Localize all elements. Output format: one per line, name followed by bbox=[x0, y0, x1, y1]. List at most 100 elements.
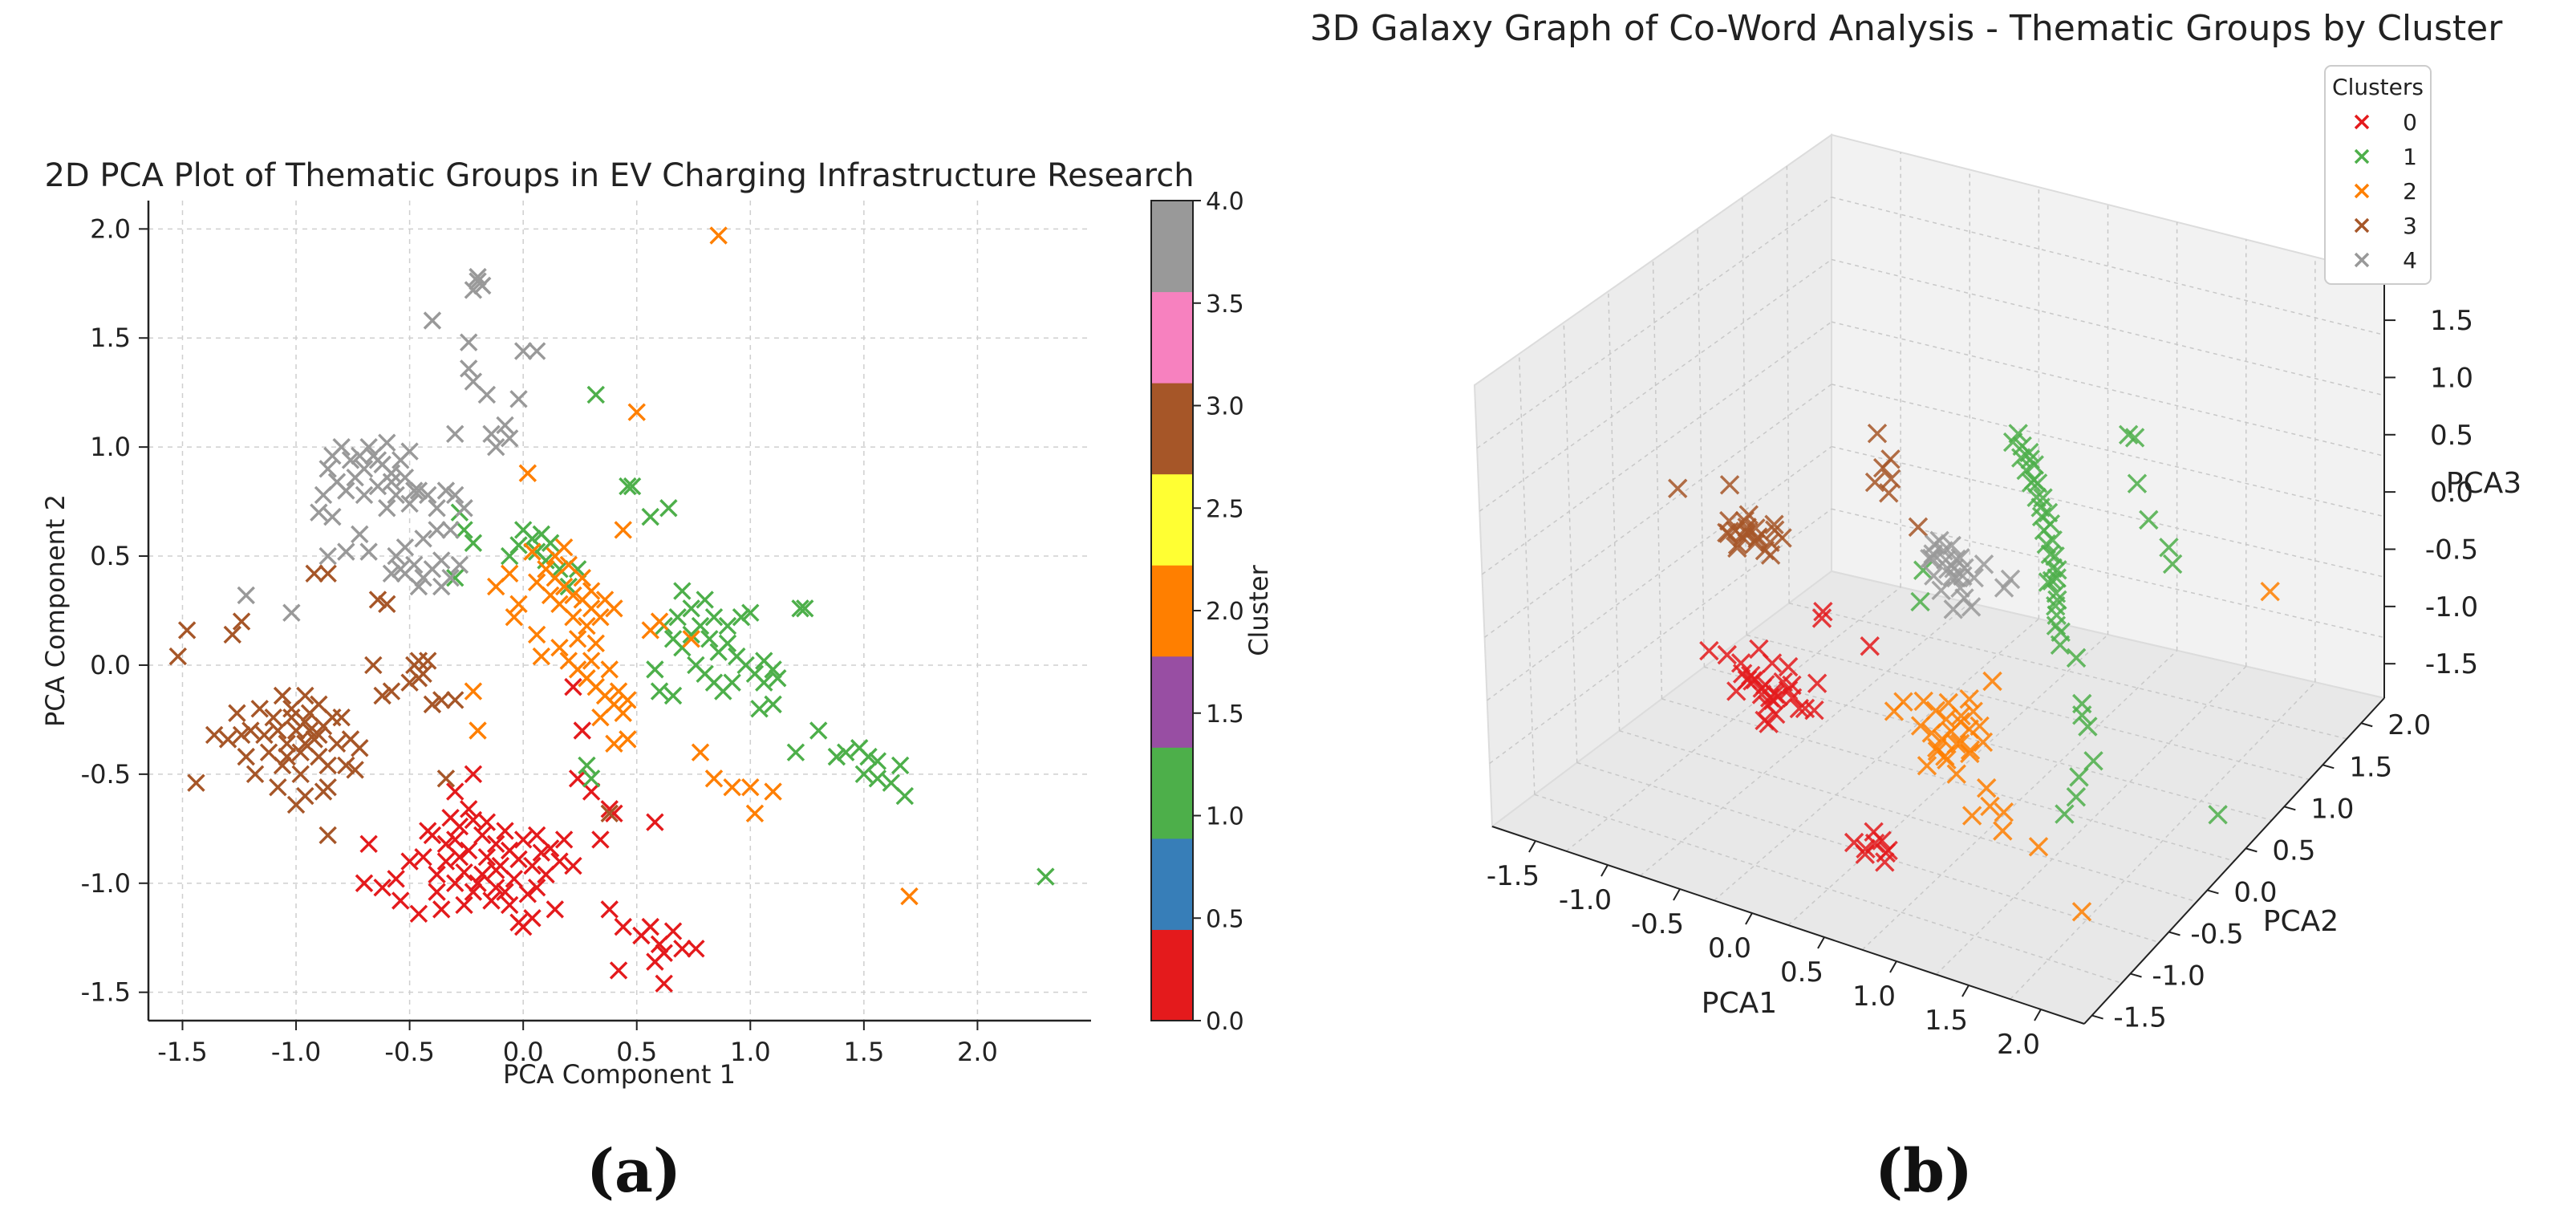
panel-a-point-stroke-b bbox=[559, 555, 578, 575]
panel-b-point-stroke-b bbox=[1961, 597, 1982, 617]
panel-a-point bbox=[641, 507, 659, 526]
panel-b-legend-entry-4: 4 bbox=[2354, 247, 2417, 274]
panel-a-point bbox=[318, 460, 337, 478]
panel-a-point-stroke-b bbox=[300, 721, 319, 740]
panel-b-point-stroke-b bbox=[2066, 648, 2087, 668]
panel-a-point bbox=[273, 686, 292, 705]
panel-a-point-stroke-b bbox=[436, 481, 456, 500]
panel-a-point bbox=[769, 669, 787, 688]
panel-b-point-stroke-b bbox=[2069, 767, 2089, 787]
panel-a-point bbox=[496, 883, 514, 901]
panel-b-point-stroke-b bbox=[1778, 656, 1799, 677]
panel-a-point bbox=[513, 830, 533, 849]
panel-a-point bbox=[423, 311, 442, 330]
panel-b-point-stroke-b bbox=[2083, 751, 2103, 771]
panel-b-point-stroke-b bbox=[1726, 681, 1746, 701]
panel-a-point-stroke-b bbox=[460, 359, 478, 378]
panel-a-point bbox=[486, 577, 505, 596]
panel-b-point-stroke-b bbox=[1982, 671, 2002, 692]
panel-a-colorbar-tick-label: 2.0 bbox=[1206, 598, 1244, 626]
panel-a-point bbox=[573, 569, 591, 587]
panel-a-point-stroke-b bbox=[1036, 867, 1055, 886]
panel-a-point-stroke-b bbox=[332, 708, 351, 727]
panel-a-point bbox=[582, 782, 601, 801]
panel-a-point bbox=[187, 773, 205, 792]
panel-b-point-stroke-b bbox=[1960, 740, 1981, 760]
panel-b-point-stroke-b bbox=[1932, 729, 1953, 749]
panel-a-point bbox=[291, 765, 310, 784]
panel-a-point bbox=[368, 477, 387, 496]
panel-a-point bbox=[228, 704, 246, 722]
panel-b-point-stroke-b bbox=[1963, 701, 1983, 721]
panel-a-point-stroke-b bbox=[568, 630, 587, 648]
panel-a-point bbox=[455, 499, 473, 518]
panel-b-grid bbox=[1476, 152, 2385, 1000]
panel-a-point bbox=[682, 599, 700, 618]
panel-b-point-stroke-b bbox=[1879, 483, 1899, 503]
panel-b-legend-items: 0 1 2 3 4 bbox=[2354, 109, 2417, 274]
panel-a-point bbox=[764, 660, 782, 679]
panel-a-point-stroke-b bbox=[718, 616, 737, 635]
panel-a-point-stroke-b bbox=[704, 769, 724, 788]
panel-a-point-stroke-b bbox=[432, 900, 451, 919]
panel-a-point bbox=[523, 542, 542, 561]
panel-a-x-tick-label: 0.5 bbox=[616, 1037, 657, 1067]
panel-a-point-stroke-b bbox=[718, 634, 737, 652]
panel-a-point bbox=[419, 485, 437, 505]
panel-a-point-stroke-b bbox=[378, 595, 396, 614]
panel-a-point-stroke-b bbox=[446, 874, 464, 892]
panel-b-point bbox=[1778, 656, 1799, 677]
panel-a-point-stroke-b bbox=[400, 442, 419, 461]
panel-a-point bbox=[564, 607, 582, 627]
panel-a-point-stroke-b bbox=[554, 577, 574, 596]
panel-a-point-stroke-b bbox=[568, 660, 587, 679]
panel-a-point-stroke-b bbox=[728, 647, 746, 666]
panel-b-point-stroke-b bbox=[1699, 640, 1719, 661]
panel-b-point bbox=[1875, 852, 1895, 872]
panel-a-point-stroke-b bbox=[237, 586, 255, 605]
panel-b-side-gridline-y bbox=[1697, 228, 1706, 668]
panel-b-point-stroke-b bbox=[1717, 644, 1738, 665]
panel-b-legend-entry-1: 1 bbox=[2354, 144, 2417, 170]
panel-a-point-stroke-b bbox=[446, 830, 464, 849]
panel-a-point bbox=[718, 616, 737, 635]
panel-b-point bbox=[1961, 597, 1982, 617]
panel-a-point-stroke-b bbox=[482, 891, 501, 910]
panel-a-y-ticks: -1.5 -1.0 -0.5 0.0 0.5 1.0 1.5 2.0 bbox=[81, 213, 148, 1008]
panel-a-grid bbox=[148, 201, 1091, 1021]
panel-a-point-stroke-b bbox=[591, 830, 610, 849]
panel-a-point-stroke-b bbox=[414, 530, 432, 548]
panel-a-point bbox=[168, 647, 188, 666]
panel-b-legend-label: 4 bbox=[2403, 247, 2417, 274]
panel-b-point-stroke-b bbox=[1917, 756, 1937, 776]
panel-a-point bbox=[523, 909, 542, 928]
panel-a-point-stroke-b bbox=[854, 765, 874, 784]
panel-a-point-stroke-b bbox=[764, 660, 782, 679]
panel-a-point bbox=[446, 874, 464, 892]
panel-b-point bbox=[1759, 713, 1779, 733]
panel-a-point-stroke-b bbox=[368, 477, 387, 496]
panel-a-point bbox=[509, 390, 528, 408]
panel-a-point-stroke-b bbox=[460, 841, 478, 860]
panel-a-point bbox=[409, 577, 428, 596]
panel-b-point-stroke-b bbox=[1745, 533, 1765, 554]
panel-a-point-stroke-b bbox=[527, 878, 546, 897]
panel-b-point-stroke-b bbox=[2033, 488, 2053, 508]
panel-a-point bbox=[232, 612, 251, 631]
panel-b-legend-marker-stroke-b bbox=[2354, 217, 2370, 233]
panel-a-point-stroke-b bbox=[355, 485, 374, 505]
panel-a-point bbox=[523, 856, 542, 875]
panel-b-point-stroke-b bbox=[2047, 590, 2067, 611]
panel-b-legend-marker bbox=[2354, 183, 2370, 199]
panel-b-point bbox=[1864, 472, 1885, 493]
panel-a-point-stroke-b bbox=[250, 700, 269, 718]
panel-a-point-stroke-b bbox=[223, 625, 241, 644]
panel-a-point bbox=[378, 595, 396, 614]
panel-b-x-tick-label: 1.0 bbox=[1852, 981, 1896, 1013]
panel-a-point-stroke-b bbox=[232, 612, 251, 631]
panel-a-point-stroke-b bbox=[464, 883, 483, 901]
panel-b-back-gridline-z bbox=[1831, 321, 2385, 457]
panel-a-point bbox=[241, 721, 260, 740]
panel-b-point bbox=[2000, 569, 2021, 590]
panel-b-title: 3D Galaxy Graph of Co-Word Analysis - Th… bbox=[1310, 8, 2504, 49]
